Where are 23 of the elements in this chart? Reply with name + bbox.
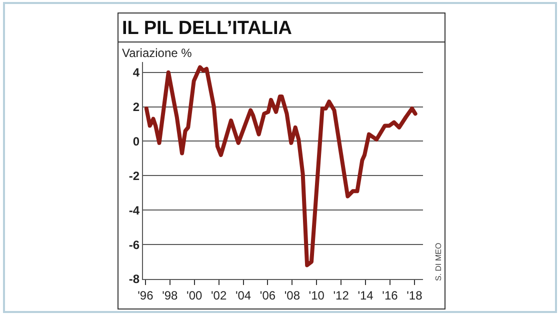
y-tick-label: -2	[128, 168, 140, 183]
x-tick-label: '04	[235, 288, 252, 302]
x-tick-label: '02	[210, 288, 227, 302]
x-tick-label: '14	[358, 288, 374, 302]
x-tick-label: '18	[406, 288, 423, 302]
y-tick-label: 4	[132, 66, 140, 80]
x-tick-label: '12	[333, 288, 350, 302]
line-series	[144, 65, 418, 268]
y-tick-label: -4	[128, 203, 140, 218]
x-tick-label: '00	[186, 288, 202, 302]
x-tick-label: '06	[260, 288, 276, 302]
x-tick-label: '10	[308, 288, 325, 302]
chart-title: IL PIL DELL’ITALIA	[122, 18, 292, 39]
y-tick-label: -6	[128, 238, 140, 252]
y-tick-label: -8	[128, 272, 140, 286]
x-tick-label: '16	[382, 288, 398, 302]
y-tick-label: 0	[132, 134, 140, 148]
x-tick-label: '96	[138, 288, 154, 302]
x-tick-label: '98	[162, 288, 178, 302]
y-axis-title: Variazione %	[122, 46, 192, 60]
x-tick-label: '08	[284, 288, 300, 302]
text: S. DI MEO	[434, 242, 443, 281]
y-tick-label: 2	[132, 100, 140, 114]
